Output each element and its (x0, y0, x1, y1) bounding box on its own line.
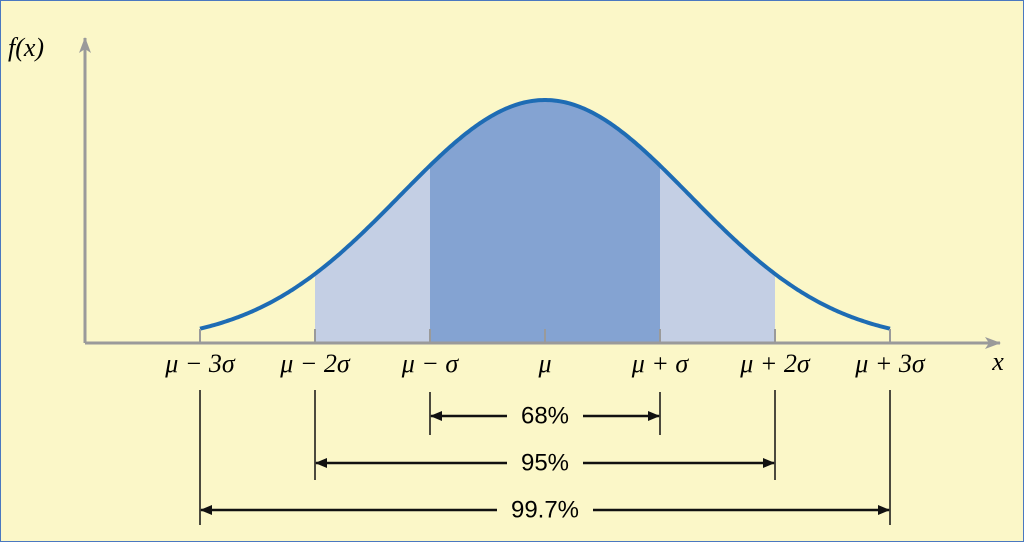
x-tick-label: μ − 3σ (164, 349, 236, 378)
density-curve (199, 98, 891, 331)
x-tick-label: μ + 2σ (739, 349, 811, 378)
region-1-sigma (430, 100, 660, 343)
x-axis-label: x (991, 347, 1004, 376)
range-label: 95% (521, 449, 569, 476)
ticks: μ − 3σ μ − 2σ μ − σ μ μ + σ μ + 2σ μ + 3σ (164, 329, 926, 378)
ranges: 68% 95% 99.7% (199, 390, 891, 525)
x-tick-label: μ + σ (631, 349, 690, 378)
y-axis-label: f(x) (8, 33, 44, 62)
x-tick-label: μ + 3σ (854, 349, 926, 378)
range-label: 99.7% (511, 496, 579, 523)
x-tick-label: μ − σ (401, 349, 460, 378)
x-tick-label: μ − 2σ (279, 349, 351, 378)
range-label: 68% (521, 402, 569, 429)
x-tick-label: μ (537, 349, 551, 378)
